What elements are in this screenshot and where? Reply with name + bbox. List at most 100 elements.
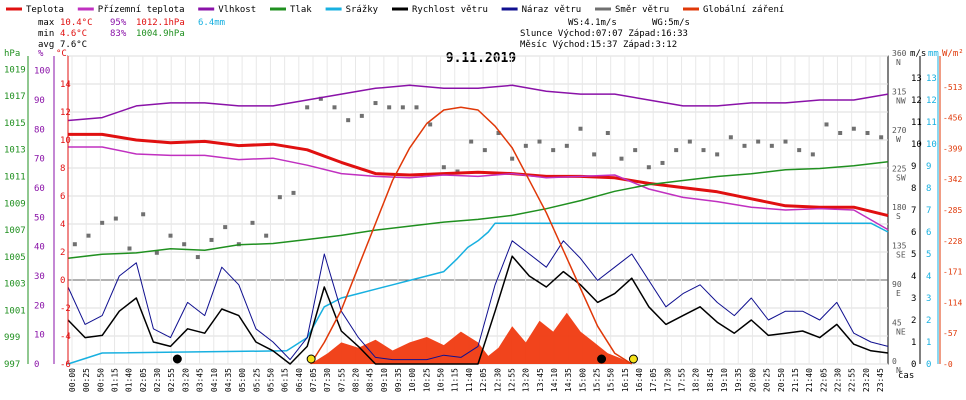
y-tick-label: 7	[911, 206, 916, 216]
wind-direction-point	[154, 250, 159, 255]
wind-direction-point	[578, 126, 583, 131]
wind-direction-point	[523, 143, 528, 148]
x-tick-label: 18:45	[706, 368, 715, 392]
y-tick-label: 2	[60, 248, 65, 258]
x-tick-label: 04:35	[224, 368, 233, 392]
wind-direction-point	[127, 246, 132, 251]
wind-direction-point	[660, 160, 665, 165]
wind-direction-point	[715, 152, 720, 157]
wind-direction-point	[469, 139, 474, 144]
wind-direction-point	[182, 242, 187, 247]
x-tick-label: 22:55	[848, 368, 857, 392]
wind-direction-point	[496, 131, 501, 135]
y-tick-label: 40	[34, 243, 45, 253]
y-tick-label: 12	[911, 96, 922, 106]
y-tick-label: 8	[911, 184, 916, 194]
x-tick-label: 19:35	[734, 368, 743, 392]
x-tick-label: 06:15	[281, 368, 290, 392]
x-tick-label: 13:45	[536, 368, 545, 392]
x-tick-label: 08:45	[366, 368, 375, 392]
y-tick-label: 0	[60, 276, 65, 286]
info-ws: WS:4.1m/s	[568, 18, 617, 28]
series-sr-ky	[67, 222, 889, 365]
wind-direction-point	[277, 195, 282, 200]
wind-direction-point	[482, 148, 487, 153]
wind-direction-point	[223, 225, 228, 230]
y-tick-label: -114	[943, 298, 962, 307]
y-tick-label: 10	[926, 140, 937, 150]
y-tick-label: 2	[911, 316, 916, 326]
x-tick-label: 15:00	[578, 368, 587, 392]
x-tick-label: 07:55	[337, 368, 346, 392]
info-block: WS:4.1m/s WG:5m/s Slunce Východ:07:07 Zá…	[520, 18, 690, 50]
y-tick-label: 1003	[4, 280, 26, 290]
wind-direction-point	[332, 105, 337, 110]
stats-min-temp: 4.6°C	[60, 29, 87, 39]
moonset-marker	[172, 354, 182, 364]
x-tick-label: 12:30	[493, 368, 502, 392]
y-tick-label: 11	[911, 118, 922, 128]
wind-direction-point	[428, 122, 433, 127]
x-tick-label: 11:40	[465, 368, 474, 392]
wind-direction-point	[851, 126, 856, 131]
y-tick-label: 2	[926, 316, 931, 326]
plot-area	[67, 55, 889, 365]
wind-direction-point	[769, 143, 774, 148]
x-tick-label: 13:20	[522, 368, 531, 392]
stats-max-label: max	[38, 18, 55, 28]
y-tick-label: 10	[60, 136, 71, 146]
x-tick-label: 07:05	[309, 368, 318, 392]
y-tick-label: 225	[892, 165, 907, 174]
wind-direction-point	[100, 220, 105, 225]
y-tick-label: 135	[892, 242, 907, 251]
y-tick-label: 360	[892, 49, 907, 58]
series-glob-ln-z-en-	[309, 106, 633, 365]
x-tick-label: 02:05	[139, 368, 148, 392]
sunset-marker	[628, 354, 638, 364]
y-tick-label: 60	[34, 184, 45, 194]
x-tick-label: 22:30	[833, 368, 842, 392]
x-tick-label: 00:50	[96, 368, 105, 392]
y-tick-label: 30	[34, 272, 45, 282]
x-tick-label: 01:15	[111, 368, 120, 392]
y-tick-label: 9	[926, 162, 931, 172]
y-tick-label: 1013	[4, 146, 26, 156]
unit-wm2: W/m²	[942, 49, 964, 59]
y-tick-label: 3	[926, 294, 931, 304]
x-tick-label: 09:10	[380, 368, 389, 392]
wind-direction-point	[537, 139, 542, 144]
x-tick-label: 10:00	[408, 368, 417, 392]
legend-label: Směr větru	[615, 5, 669, 15]
y-tick-label: 20	[34, 301, 45, 311]
wind-direction-point	[264, 233, 269, 238]
moonrise-marker	[597, 354, 607, 364]
x-tick-label: 21:15	[791, 368, 800, 392]
wind-direction-point	[701, 148, 706, 153]
wind-direction-point	[879, 135, 884, 140]
x-tick-label: 11:15	[451, 368, 460, 392]
y-tick-label: -228	[943, 237, 962, 246]
y-tick-label: 9	[911, 162, 916, 172]
y-tick-label: 8	[926, 184, 931, 194]
y-tick-label: 0	[911, 360, 916, 370]
y-tick-label: 1009	[4, 199, 26, 209]
info-sun: Slunce Východ:07:07 Západ:16:33	[520, 29, 688, 39]
wind-direction-point	[605, 131, 610, 135]
y-tick-label: 45	[892, 319, 902, 328]
wind-direction-point	[619, 156, 624, 161]
y-tick-label: 6	[926, 228, 931, 238]
wind-direction-point	[824, 122, 829, 127]
wind-direction-point	[810, 152, 815, 157]
wind-direction-point	[455, 169, 460, 174]
info-moon: Měsíc Východ:15:37 Západ:3:12	[520, 40, 677, 50]
legend-label: Globální záření	[703, 5, 784, 15]
axes: 00:00 00:25 00:50 01:15 01:40 02:05 02:30 02:55…	[4, 49, 962, 392]
stats-max-press: 1012.1hPa	[136, 18, 185, 28]
y-tick-label: 999	[4, 333, 20, 343]
x-tick-label: 19:10	[720, 368, 729, 392]
wind-direction-point	[865, 131, 870, 135]
y-tick-label: 6	[60, 192, 65, 202]
x-tick-label: 23:20	[862, 368, 871, 392]
wind-direction-point	[674, 148, 679, 153]
y-tick-label: 3	[911, 294, 916, 304]
